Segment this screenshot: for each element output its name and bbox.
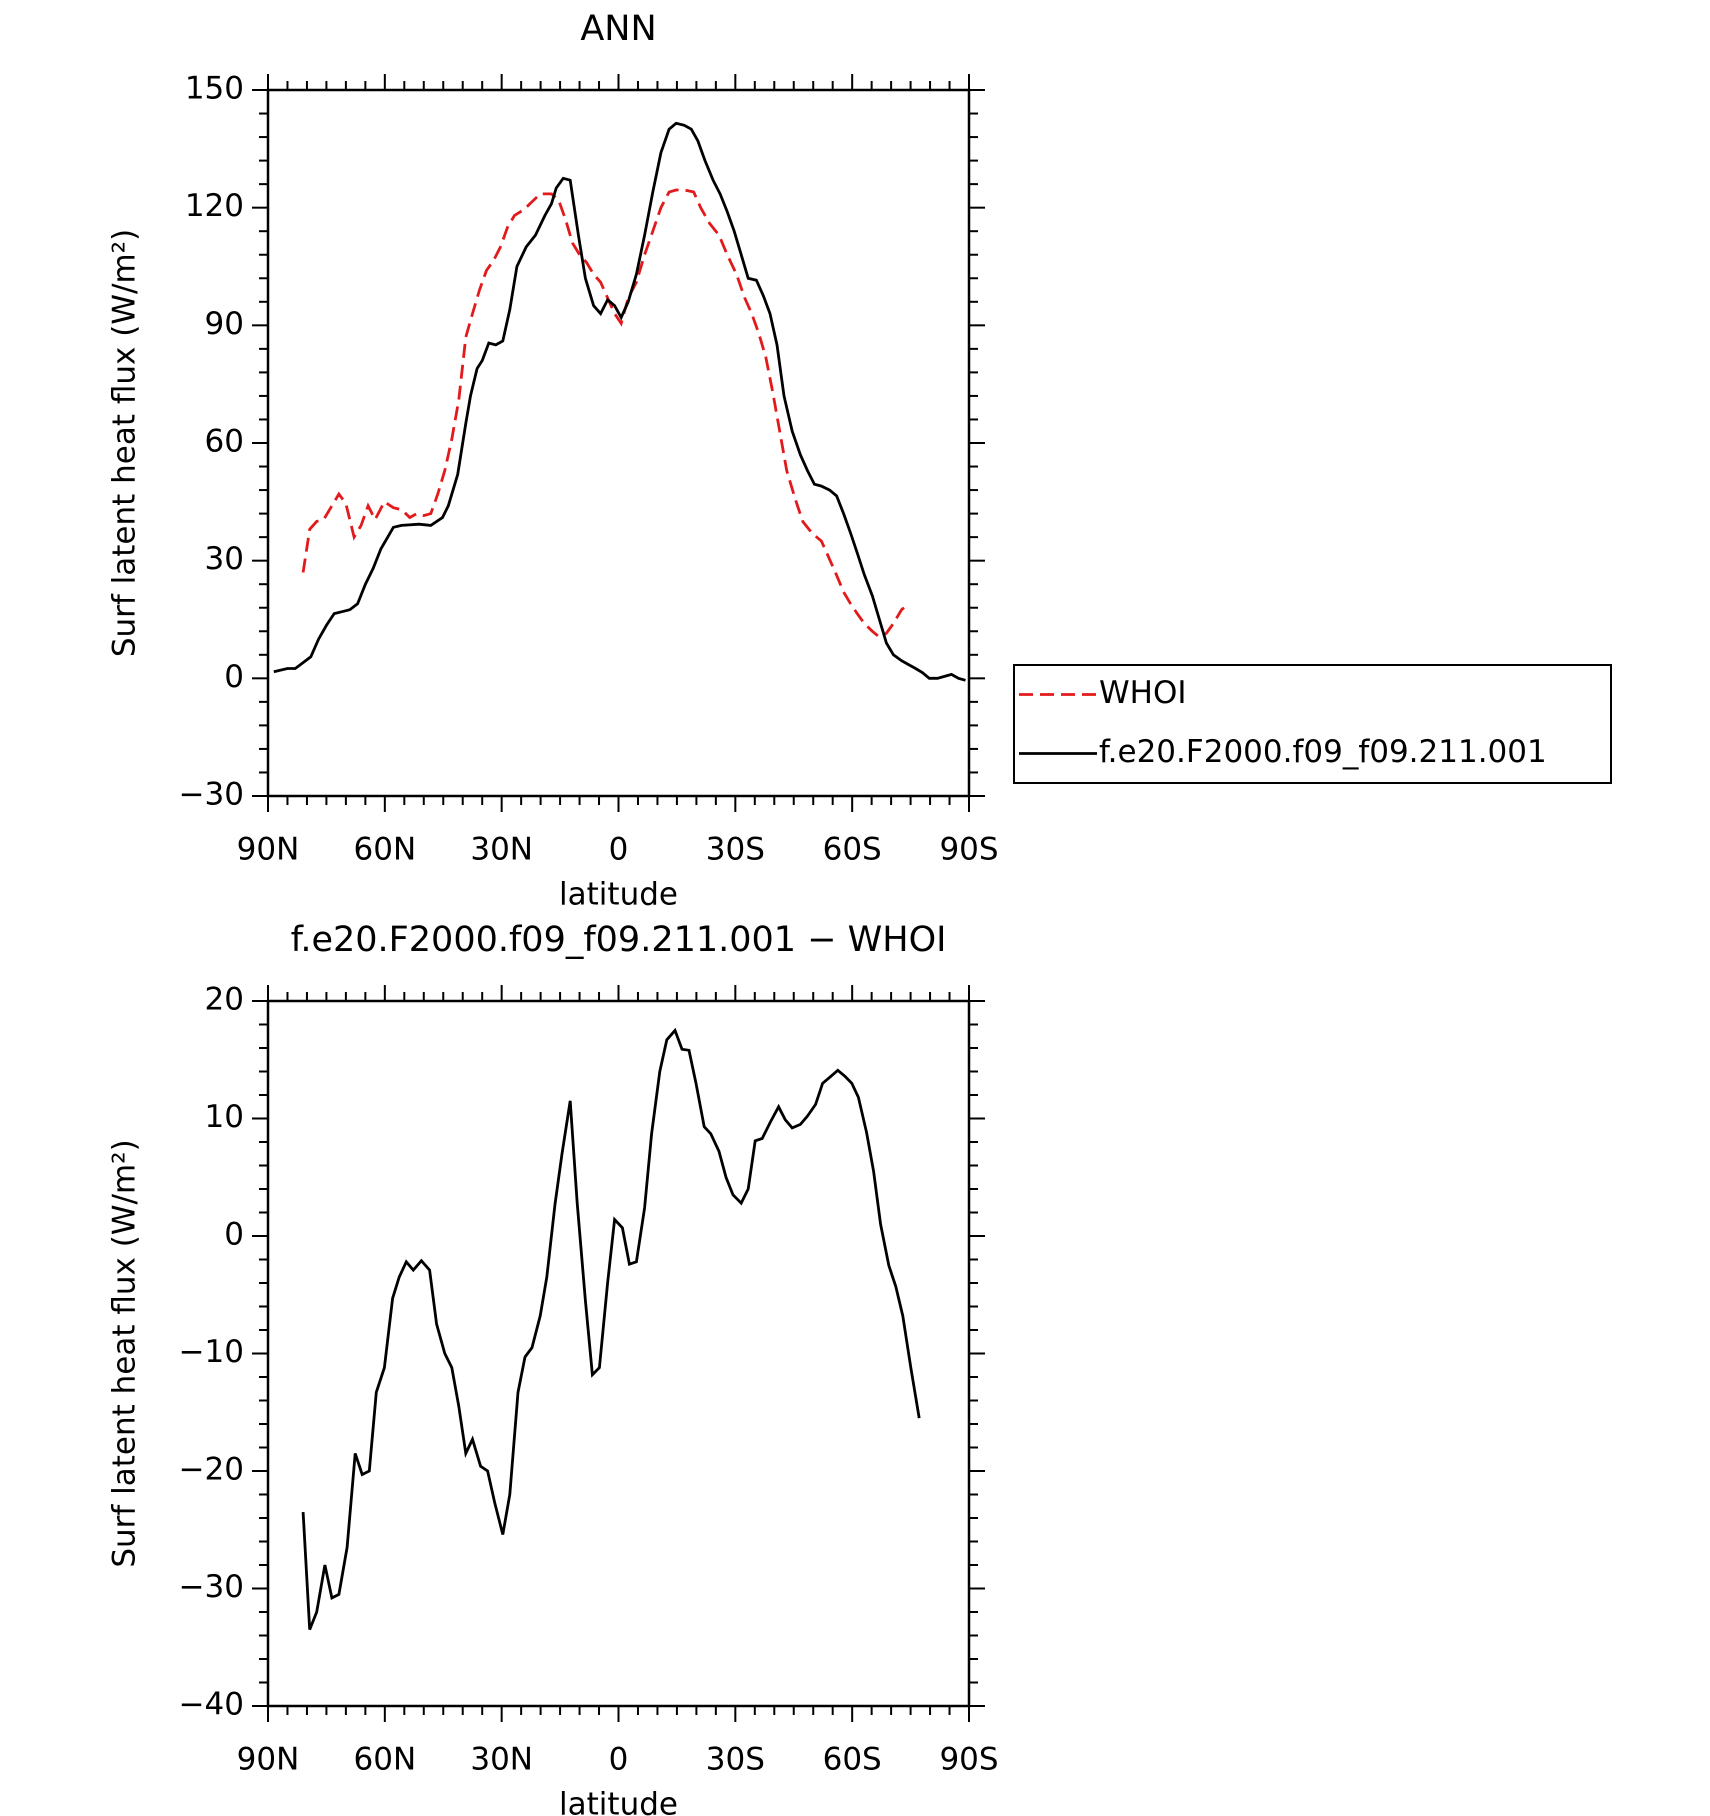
y-axis-label: Surf latent heat flux (W/m²) xyxy=(107,1139,143,1567)
x-tick-label: 30N xyxy=(470,1742,533,1778)
x-tick-label: 90S xyxy=(939,1742,998,1778)
y-tick-label: −20 xyxy=(179,1452,244,1488)
chart-title: f.e20.F2000.f09_f09.211.001 − WHOI xyxy=(291,920,947,960)
x-tick-label: 60S xyxy=(823,1742,882,1778)
x-tick-label: 30N xyxy=(470,832,533,868)
y-tick-label: 150 xyxy=(185,71,244,107)
legend-label: f.e20.F2000.f09_f09.211.001 xyxy=(1099,734,1547,770)
x-axis-label: latitude xyxy=(559,877,678,913)
line xyxy=(301,1027,921,1631)
line xyxy=(273,121,966,682)
y-tick-label: 90 xyxy=(205,306,244,342)
legend-box xyxy=(1013,664,1612,784)
y-axis-label: Surf latent heat flux (W/m²) xyxy=(107,229,143,657)
y-tick-label: −10 xyxy=(179,1334,244,1370)
line xyxy=(301,188,905,639)
y-tick-label: −40 xyxy=(179,1687,244,1723)
x-tick-label: 90N xyxy=(237,1742,300,1778)
x-tick-label: 90N xyxy=(237,832,300,868)
x-tick-label: 30S xyxy=(706,832,765,868)
y-tick-label: 20 xyxy=(205,982,244,1018)
y-tick-label: 30 xyxy=(205,541,244,577)
y-tick-label: 60 xyxy=(205,424,244,460)
legend-label: WHOI xyxy=(1099,675,1187,711)
x-tick-label: 90S xyxy=(939,832,998,868)
chart-title: ANN xyxy=(580,9,656,49)
y-tick-label: 0 xyxy=(224,1217,244,1253)
y-tick-label: −30 xyxy=(179,777,244,813)
y-tick-label: 10 xyxy=(205,1099,244,1135)
y-tick-label: 0 xyxy=(224,659,244,695)
plot-frame xyxy=(266,88,971,798)
x-tick-label: 0 xyxy=(609,1742,629,1778)
x-tick-label: 60S xyxy=(823,832,882,868)
x-axis-label: latitude xyxy=(559,1787,678,1816)
x-tick-label: 0 xyxy=(609,832,629,868)
x-tick-label: 30S xyxy=(706,1742,765,1778)
x-tick-label: 60N xyxy=(354,832,417,868)
y-tick-label: −30 xyxy=(179,1569,244,1605)
plot-frame xyxy=(266,999,971,1708)
y-tick-label: 120 xyxy=(185,188,244,224)
x-tick-label: 60N xyxy=(354,1742,417,1778)
